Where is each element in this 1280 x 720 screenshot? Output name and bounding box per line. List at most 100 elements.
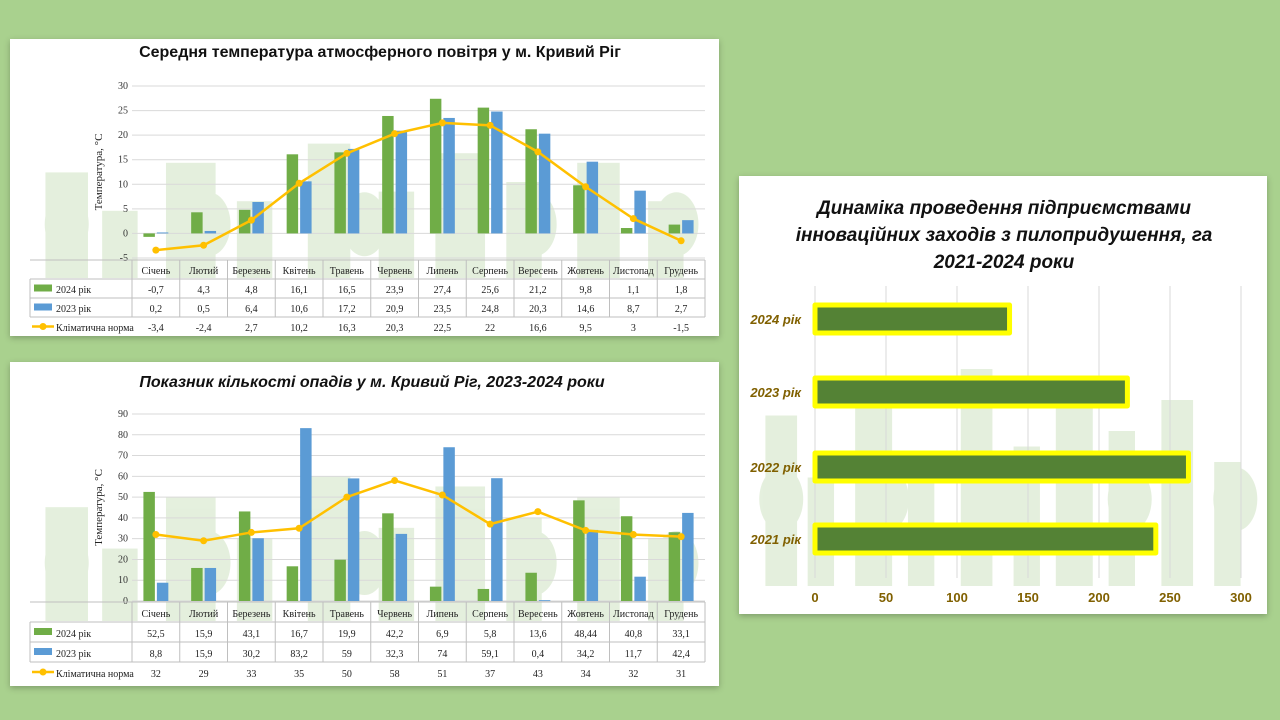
data-label: 16,7 <box>290 629 308 640</box>
data-label: 50 <box>342 669 352 680</box>
precipitation-chart-panel: Показник кількості опадів у м. Кривий Рі… <box>10 362 719 686</box>
bar-2023 <box>252 201 264 234</box>
norm-point <box>534 148 542 156</box>
norm-point <box>391 130 399 138</box>
chart-title: Показник кількості опадів у м. Кривий Рі… <box>139 374 605 391</box>
bar-2024 <box>573 185 585 234</box>
norm-point <box>247 216 255 224</box>
bar-2024 <box>429 586 442 601</box>
category-label: Липень <box>426 609 458 620</box>
data-label: 16,1 <box>290 285 308 296</box>
city-building <box>1214 462 1241 586</box>
norm-point <box>582 183 590 191</box>
y-tick-label: 25 <box>118 106 128 117</box>
bar-2023 <box>252 538 264 601</box>
temperature-chart: Середня температура атмосферного повітря… <box>29 44 706 334</box>
data-label: 30,2 <box>243 649 261 660</box>
dust-suppression-chart-panel: Динаміка проведення підприємствами іннова… <box>739 176 1267 614</box>
data-label: 33,1 <box>672 629 690 640</box>
category-label: Травень <box>330 609 365 620</box>
norm-point <box>438 491 446 499</box>
data-label: 8,7 <box>627 304 640 315</box>
data-label: 22 <box>485 323 495 334</box>
category-label: Квітень <box>283 266 316 277</box>
bar-2024 <box>238 209 251 234</box>
norm-point <box>677 237 685 245</box>
data-label: 16,5 <box>338 285 356 296</box>
category-label: Січень <box>141 609 170 620</box>
data-label: 10,2 <box>290 323 308 334</box>
category-label: Грудень <box>664 609 698 620</box>
data-label: 10,6 <box>290 304 308 315</box>
data-label: 34,2 <box>577 649 595 660</box>
y-tick-label: 20 <box>118 130 128 141</box>
category-label: Березень <box>232 266 270 277</box>
data-label: 42,2 <box>386 629 404 640</box>
category-label: Квітень <box>283 609 316 620</box>
legend-swatch-2024 <box>34 284 52 292</box>
data-label: 59,1 <box>481 649 499 660</box>
bar-2023 <box>300 428 312 601</box>
y-tick-label: 10 <box>118 575 128 586</box>
bar-2024 <box>429 98 442 234</box>
y-axis-label: Температура, °С <box>93 134 105 211</box>
bar-2023 <box>300 181 312 234</box>
bar-2023 <box>156 582 169 601</box>
data-label: 32 <box>151 669 161 680</box>
data-label: 5,8 <box>484 629 497 640</box>
bar-2023 <box>395 533 408 601</box>
x-tick-label: 100 <box>946 590 968 605</box>
bar-2023 <box>586 161 599 234</box>
bar-2024 <box>238 511 251 601</box>
data-label: 17,2 <box>338 304 356 315</box>
data-label: 0,5 <box>197 304 210 315</box>
norm-point <box>486 121 494 129</box>
data-label: 43,1 <box>243 629 261 640</box>
norm-point <box>629 531 637 539</box>
bar-2024 <box>143 233 155 237</box>
bar-2024 <box>525 129 537 234</box>
city-building <box>435 153 486 278</box>
bar-2023 <box>682 512 694 601</box>
norm-point <box>295 524 303 532</box>
category-label: Листопад <box>613 266 654 277</box>
norm-point <box>247 528 255 536</box>
category-label: Вересень <box>518 266 558 277</box>
y-tick-label: 10 <box>118 179 128 190</box>
bar-2024 <box>573 500 585 601</box>
x-tick-label: 0 <box>811 590 818 605</box>
bar-2024 <box>334 559 346 601</box>
y-tick-label: 90 <box>118 409 128 420</box>
norm-point <box>486 520 494 528</box>
category-label: Вересень <box>518 609 558 620</box>
chart-title-line: інноваційних заходів з пилопридушення, г… <box>796 225 1213 246</box>
y-tick-label: 70 <box>118 451 128 462</box>
y-tick-label: 5 <box>123 204 128 215</box>
norm-point <box>391 476 399 484</box>
category-label: Лютий <box>189 266 219 277</box>
city-building <box>1161 400 1194 586</box>
norm-point <box>295 179 303 187</box>
y-tick-label: 30 <box>118 534 128 545</box>
norm-point <box>677 533 685 541</box>
bar-2023 <box>586 529 599 601</box>
category-label: 2021 рік <box>749 532 802 547</box>
data-label: 29 <box>199 669 209 680</box>
data-label: -1,5 <box>673 323 689 334</box>
bar-2023 <box>538 600 551 601</box>
data-label: 37 <box>485 669 495 680</box>
bar-2023 <box>682 220 694 234</box>
category-label: Листопад <box>613 609 654 620</box>
chart-title: Середня температура атмосферного повітря… <box>139 44 621 61</box>
series-name: 2023 рік <box>56 304 91 315</box>
data-label: 16,6 <box>529 323 547 334</box>
bar-2023 <box>443 117 455 234</box>
norm-line <box>155 479 682 543</box>
data-label: 20,3 <box>529 304 547 315</box>
norm-point <box>200 537 208 545</box>
bar-2024 <box>477 107 490 234</box>
bar-2023 <box>204 567 217 601</box>
temperature-chart-panel: Середня температура атмосферного повітря… <box>10 39 719 336</box>
category-label: Жовтень <box>567 266 604 277</box>
data-label: 15,9 <box>195 629 213 640</box>
